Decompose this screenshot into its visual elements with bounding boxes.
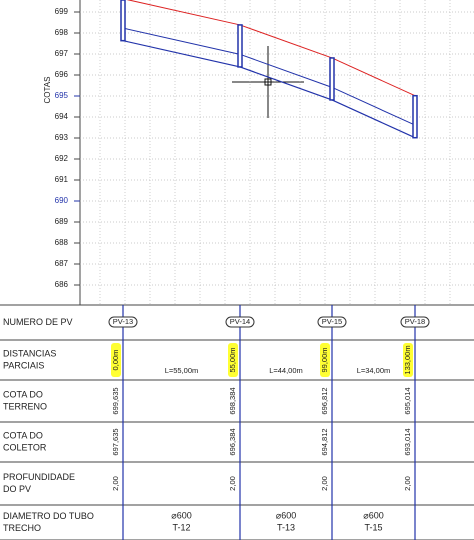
station-value: 695,014 <box>403 387 412 414</box>
station-value: 693,014 <box>403 428 412 455</box>
row-label: TERRENO <box>3 401 47 411</box>
station-value: 2,00 <box>111 476 120 491</box>
tick-label: 690 <box>55 196 69 205</box>
tick-label: 692 <box>55 154 69 163</box>
manhole <box>329 57 335 101</box>
highlight <box>320 343 330 377</box>
segment-length: L=44,00m <box>269 366 303 375</box>
manhole <box>120 0 126 42</box>
pipe-crown <box>122 27 416 126</box>
highlight <box>228 343 238 377</box>
segment-diameter: ⌀600 <box>363 510 383 520</box>
station-value: 2,00 <box>228 476 237 491</box>
station-value: 0,00m <box>111 350 120 371</box>
row-label: NUMERO DE PV <box>3 317 73 327</box>
station-value: 2,00 <box>403 476 412 491</box>
terrain-line <box>126 0 416 97</box>
pv-pill <box>317 316 347 328</box>
row-label: PARCIAIS <box>3 360 44 370</box>
pv-name: PV-18 <box>405 317 425 326</box>
station-value: 699,635 <box>111 387 120 414</box>
row-label: DIAMETRO DO TUBO <box>3 511 94 521</box>
tick-label: 699 <box>55 7 69 16</box>
station-value: 696,812 <box>320 387 329 414</box>
manhole <box>237 24 243 68</box>
station-value: 696,384 <box>228 428 237 455</box>
tick-label: 687 <box>55 259 69 268</box>
pv-name: PV-13 <box>113 317 133 326</box>
segment-name: T-13 <box>277 522 295 532</box>
pv-pill <box>225 316 255 328</box>
segment-length: L=55,00m <box>165 366 199 375</box>
pipe-invert <box>122 40 416 139</box>
segment-length: L=34,00m <box>357 366 391 375</box>
row-label: COLETOR <box>3 442 47 452</box>
station-value: 694,812 <box>320 428 329 455</box>
station-value: 99,00m <box>320 347 329 372</box>
tick-label: 695 <box>55 91 69 100</box>
pv-name: PV-15 <box>322 317 342 326</box>
pv-pill <box>108 316 138 328</box>
pv-name: PV-14 <box>230 317 250 326</box>
tick-label: 689 <box>55 217 69 226</box>
axis-title: COTAS <box>43 77 52 104</box>
highlight <box>403 343 413 377</box>
segment-diameter: ⌀600 <box>276 510 296 520</box>
row-label: TRECHO <box>3 523 41 533</box>
segment-name: T-15 <box>364 522 382 532</box>
tick-label: 694 <box>55 112 69 121</box>
highlight <box>111 343 121 377</box>
segment-name: T-12 <box>172 522 190 532</box>
station-value: 2,00 <box>320 476 329 491</box>
station-value: 133,00m <box>403 345 412 374</box>
tick-label: 688 <box>55 238 69 247</box>
tick-label: 698 <box>55 28 69 37</box>
row-label: PROFUNDIDADE <box>3 472 75 482</box>
row-label: DISTANCIAS <box>3 348 56 358</box>
tick-label: 697 <box>55 49 69 58</box>
tick-label: 691 <box>55 175 69 184</box>
row-label: DO PV <box>3 484 31 494</box>
tick-label: 696 <box>55 70 69 79</box>
segment-diameter: ⌀600 <box>171 510 191 520</box>
row-label: COTA DO <box>3 430 43 440</box>
station-value: 698,384 <box>228 387 237 414</box>
pv-pill <box>400 316 430 328</box>
tick-label: 686 <box>55 280 69 289</box>
manhole <box>412 94 418 139</box>
station-value: 55,00m <box>228 347 237 372</box>
row-label: COTA DO <box>3 389 43 399</box>
tick-label: 693 <box>55 133 69 142</box>
cursor <box>232 46 304 118</box>
station-value: 697,635 <box>111 428 120 455</box>
